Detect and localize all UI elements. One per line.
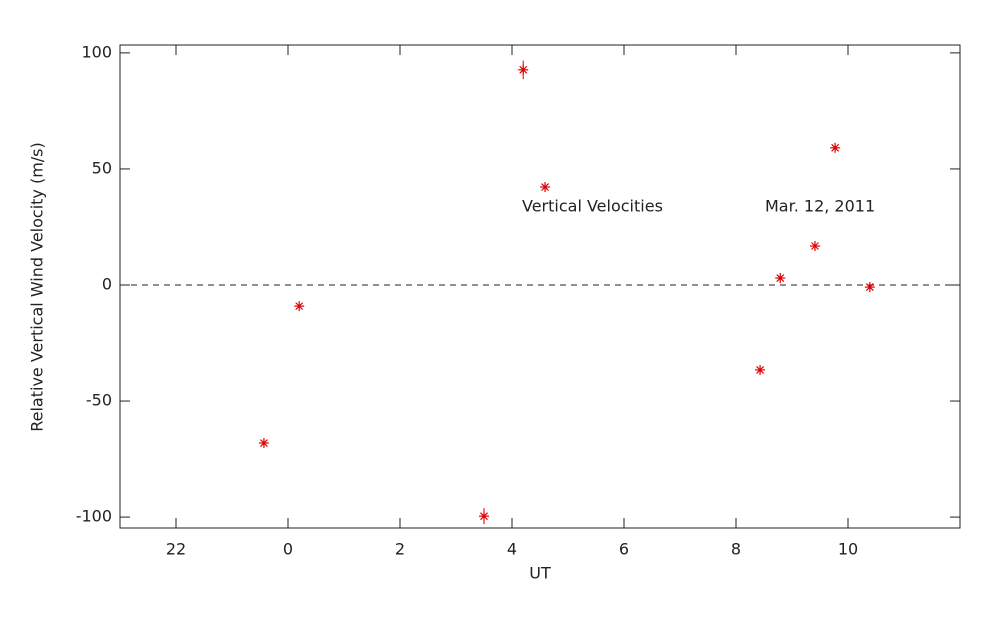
- x-axis-label: UT: [529, 564, 551, 583]
- point: [864, 282, 875, 293]
- annotation: Vertical Velocities: [522, 197, 663, 216]
- point: [479, 511, 489, 522]
- x-tick-label: 4: [507, 540, 517, 559]
- plot-frame: [119, 44, 961, 529]
- marker-stroke: [776, 274, 785, 282]
- marker-stroke: [259, 439, 268, 447]
- y-tick-label: -100: [76, 507, 112, 526]
- x-tick-label: 22: [166, 540, 186, 559]
- marker-stroke: [811, 242, 819, 250]
- y-tick-label: -50: [86, 391, 112, 410]
- point: [540, 182, 551, 193]
- x-tick-label: 10: [838, 540, 858, 559]
- marker-stroke: [519, 65, 528, 74]
- marker-stroke: [480, 512, 488, 521]
- x-tick-label: 2: [395, 540, 405, 559]
- point: [775, 273, 786, 284]
- point: [258, 438, 269, 449]
- y-axis-label: Relative Vertical Wind Velocity (m/s): [28, 142, 47, 432]
- point: [294, 301, 305, 312]
- point: [755, 364, 766, 375]
- marker-stroke: [865, 283, 874, 292]
- point: [830, 142, 841, 153]
- marker-stroke: [541, 183, 549, 191]
- point: [809, 240, 820, 251]
- x-tick-label: 6: [619, 540, 629, 559]
- y-tick-label: 50: [92, 158, 112, 177]
- x-tick-label: 0: [283, 540, 293, 559]
- marker-stroke: [756, 366, 765, 374]
- point: [518, 64, 529, 75]
- y-tick-label: 0: [102, 274, 112, 293]
- x-tick-label: 8: [731, 540, 741, 559]
- marker-stroke: [295, 302, 304, 311]
- y-tick-label: 100: [81, 42, 112, 61]
- marker-stroke: [831, 143, 840, 152]
- annotation: Mar. 12, 2011: [765, 197, 875, 216]
